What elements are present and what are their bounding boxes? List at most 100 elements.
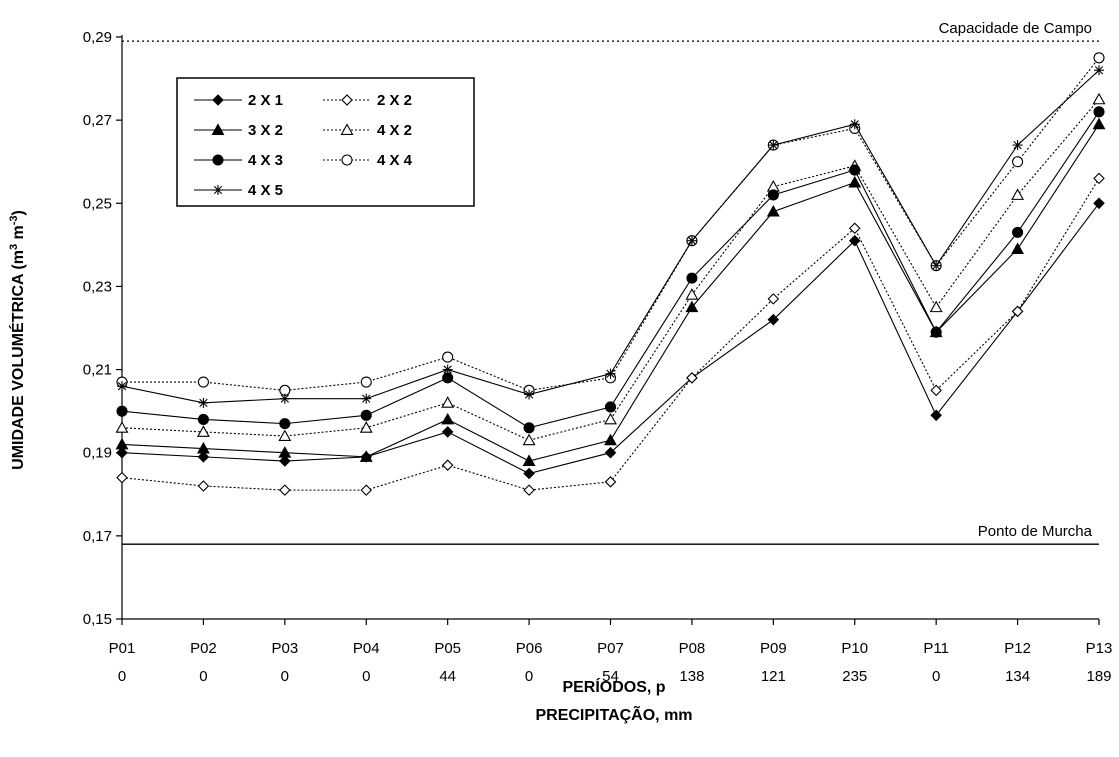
data-point bbox=[115, 437, 129, 450]
legend-label: 4 X 5 bbox=[248, 182, 283, 199]
y-tick-label: 0,19 bbox=[83, 445, 112, 462]
precipitation-label: 44 bbox=[439, 668, 456, 685]
data-point bbox=[278, 429, 292, 442]
y-tick-label: 0,15 bbox=[83, 611, 112, 628]
data-point bbox=[279, 484, 291, 496]
series-layer bbox=[115, 52, 1106, 496]
data-point bbox=[1011, 188, 1025, 200]
series-3x2 bbox=[115, 117, 1106, 466]
data-point bbox=[197, 413, 209, 426]
x-tick-label: P12 bbox=[1004, 640, 1031, 657]
x-tick-label: P06 bbox=[516, 640, 543, 657]
x-tick-label: P05 bbox=[434, 640, 461, 657]
y-tick-label: 0,27 bbox=[83, 112, 112, 129]
series-line bbox=[121, 202, 1100, 475]
x-tick-label: P13 bbox=[1086, 640, 1113, 657]
y-axis-title-mid: m bbox=[10, 225, 27, 244]
data-point bbox=[279, 393, 290, 404]
data-point bbox=[524, 389, 535, 400]
data-point bbox=[1093, 52, 1105, 64]
reference-line-label: Capacidade de Campo bbox=[939, 20, 1092, 37]
x-tick-label: P01 bbox=[109, 640, 136, 657]
y-axis-title-sup1: 3 bbox=[8, 244, 20, 250]
precipitation-label: 138 bbox=[679, 668, 704, 685]
data-point bbox=[117, 381, 127, 392]
x-tick-label: P08 bbox=[679, 640, 706, 657]
precipitation-label: 0 bbox=[199, 668, 207, 685]
data-point bbox=[1012, 226, 1024, 238]
data-point bbox=[441, 412, 455, 425]
x-tick-label: P10 bbox=[841, 640, 868, 657]
plot-area: Capacidade de Campo Ponto de Murcha bbox=[122, 20, 1099, 545]
data-point bbox=[930, 384, 942, 397]
y-axis-title-sup2: -3 bbox=[8, 215, 20, 225]
precipitation-label: 0 bbox=[118, 668, 126, 685]
x-tick-label: P02 bbox=[190, 640, 217, 657]
legend: 2 X 1 2 X 2 3 X 2 4 X 2 4 X 3 4 X 4 4 X 5 bbox=[176, 77, 475, 207]
data-point bbox=[522, 454, 536, 466]
data-point bbox=[196, 441, 210, 454]
data-point bbox=[341, 94, 353, 106]
data-point bbox=[197, 376, 209, 388]
data-point bbox=[441, 459, 454, 471]
data-point bbox=[441, 396, 455, 408]
data-point bbox=[686, 272, 698, 284]
y-axis-title-main: UMIDADE VOLUMÉTRICA (m bbox=[8, 250, 27, 470]
precipitation-label: 0 bbox=[525, 668, 533, 685]
data-point bbox=[523, 484, 535, 496]
precipitation-label: 235 bbox=[842, 668, 867, 685]
x-tick-label: P03 bbox=[271, 640, 298, 657]
data-point bbox=[359, 450, 373, 462]
x-axis-title-line1: PERÍODOS, p bbox=[562, 677, 665, 696]
data-point bbox=[442, 351, 454, 363]
data-point bbox=[116, 446, 128, 459]
data-point bbox=[929, 300, 943, 313]
data-point bbox=[604, 433, 617, 446]
data-point bbox=[360, 376, 372, 388]
x-tick-label: P11 bbox=[923, 640, 949, 657]
data-point bbox=[604, 401, 617, 413]
data-point bbox=[116, 405, 128, 417]
series-4x5 bbox=[117, 65, 1104, 408]
data-point bbox=[441, 426, 454, 438]
data-point bbox=[442, 364, 453, 375]
data-point bbox=[849, 164, 861, 176]
legend-label: 3 X 2 bbox=[248, 122, 283, 139]
data-point bbox=[848, 222, 861, 235]
data-point bbox=[213, 185, 223, 195]
data-point bbox=[341, 154, 353, 166]
data-point bbox=[931, 260, 942, 271]
precipitation-label: 0 bbox=[362, 668, 370, 685]
x-tick-label: P04 bbox=[353, 640, 380, 657]
data-point bbox=[198, 397, 209, 408]
data-point bbox=[1011, 242, 1025, 254]
data-point bbox=[930, 409, 942, 422]
data-point bbox=[604, 412, 617, 425]
data-point bbox=[212, 154, 224, 166]
data-point bbox=[360, 484, 373, 496]
data-point bbox=[848, 175, 862, 188]
data-point bbox=[1094, 65, 1104, 76]
legend-box bbox=[176, 77, 475, 207]
reference-line-label: Ponto de Murcha bbox=[978, 523, 1093, 540]
precipitation-label: 0 bbox=[281, 668, 289, 685]
data-point bbox=[605, 368, 616, 379]
y-tick-label: 0,23 bbox=[83, 278, 112, 295]
y-axis-title-end: ) bbox=[10, 210, 27, 215]
data-point bbox=[279, 455, 291, 467]
data-point bbox=[685, 288, 699, 300]
data-point bbox=[340, 123, 354, 135]
y-axis-title: UMIDADE VOLUMÉTRICA (m3 m-3) bbox=[8, 210, 27, 470]
data-point bbox=[766, 204, 780, 217]
precipitation-label: 121 bbox=[761, 668, 786, 685]
data-point bbox=[278, 446, 292, 458]
data-point bbox=[1012, 140, 1023, 151]
legend-label: 2 X 2 bbox=[377, 92, 412, 109]
data-point bbox=[116, 471, 128, 484]
data-point bbox=[767, 189, 779, 201]
data-point bbox=[360, 409, 372, 421]
data-point bbox=[1093, 197, 1105, 210]
precipitation-label: 134 bbox=[1005, 668, 1030, 685]
data-point bbox=[1093, 106, 1105, 118]
